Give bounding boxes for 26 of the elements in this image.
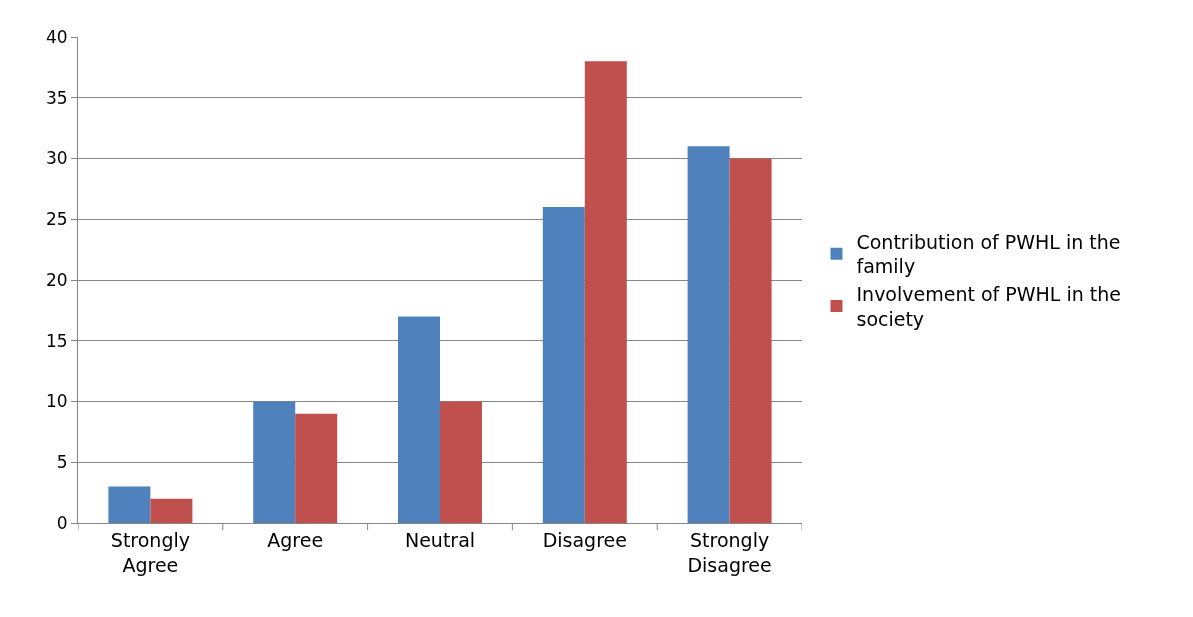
bar: [108, 486, 151, 523]
y-tick-label: 30: [45, 148, 68, 169]
bar: [687, 146, 730, 523]
bar: [150, 498, 193, 523]
y-tick-label: 10: [45, 391, 68, 412]
x-tick-label: Strongly Agree: [110, 528, 190, 576]
y-tick-label: 15: [45, 330, 68, 351]
bar: [398, 316, 440, 523]
y-tick-label: 25: [45, 209, 68, 230]
y-tick-label: 40: [45, 26, 68, 47]
bar: [253, 401, 296, 523]
legend-label: Contribution of PWHL in the family: [856, 230, 1121, 278]
x-tick-label: Agree: [267, 528, 324, 551]
x-tick-label: Strongly Disagree: [687, 528, 772, 576]
y-tick-label: 5: [56, 452, 68, 473]
y-tick-label: 20: [45, 269, 68, 290]
y-tick-label: 0: [56, 512, 68, 533]
x-tick-label: Neutral: [404, 528, 476, 551]
bar: [584, 61, 627, 523]
bar: [729, 158, 772, 523]
bar: [295, 413, 338, 523]
x-tick-label: Disagree: [542, 528, 627, 551]
bar: [542, 207, 585, 523]
legend-label: Involvement of PWHL in the society: [856, 283, 1121, 330]
y-tick-label: 35: [45, 87, 68, 108]
bar: [440, 401, 482, 523]
